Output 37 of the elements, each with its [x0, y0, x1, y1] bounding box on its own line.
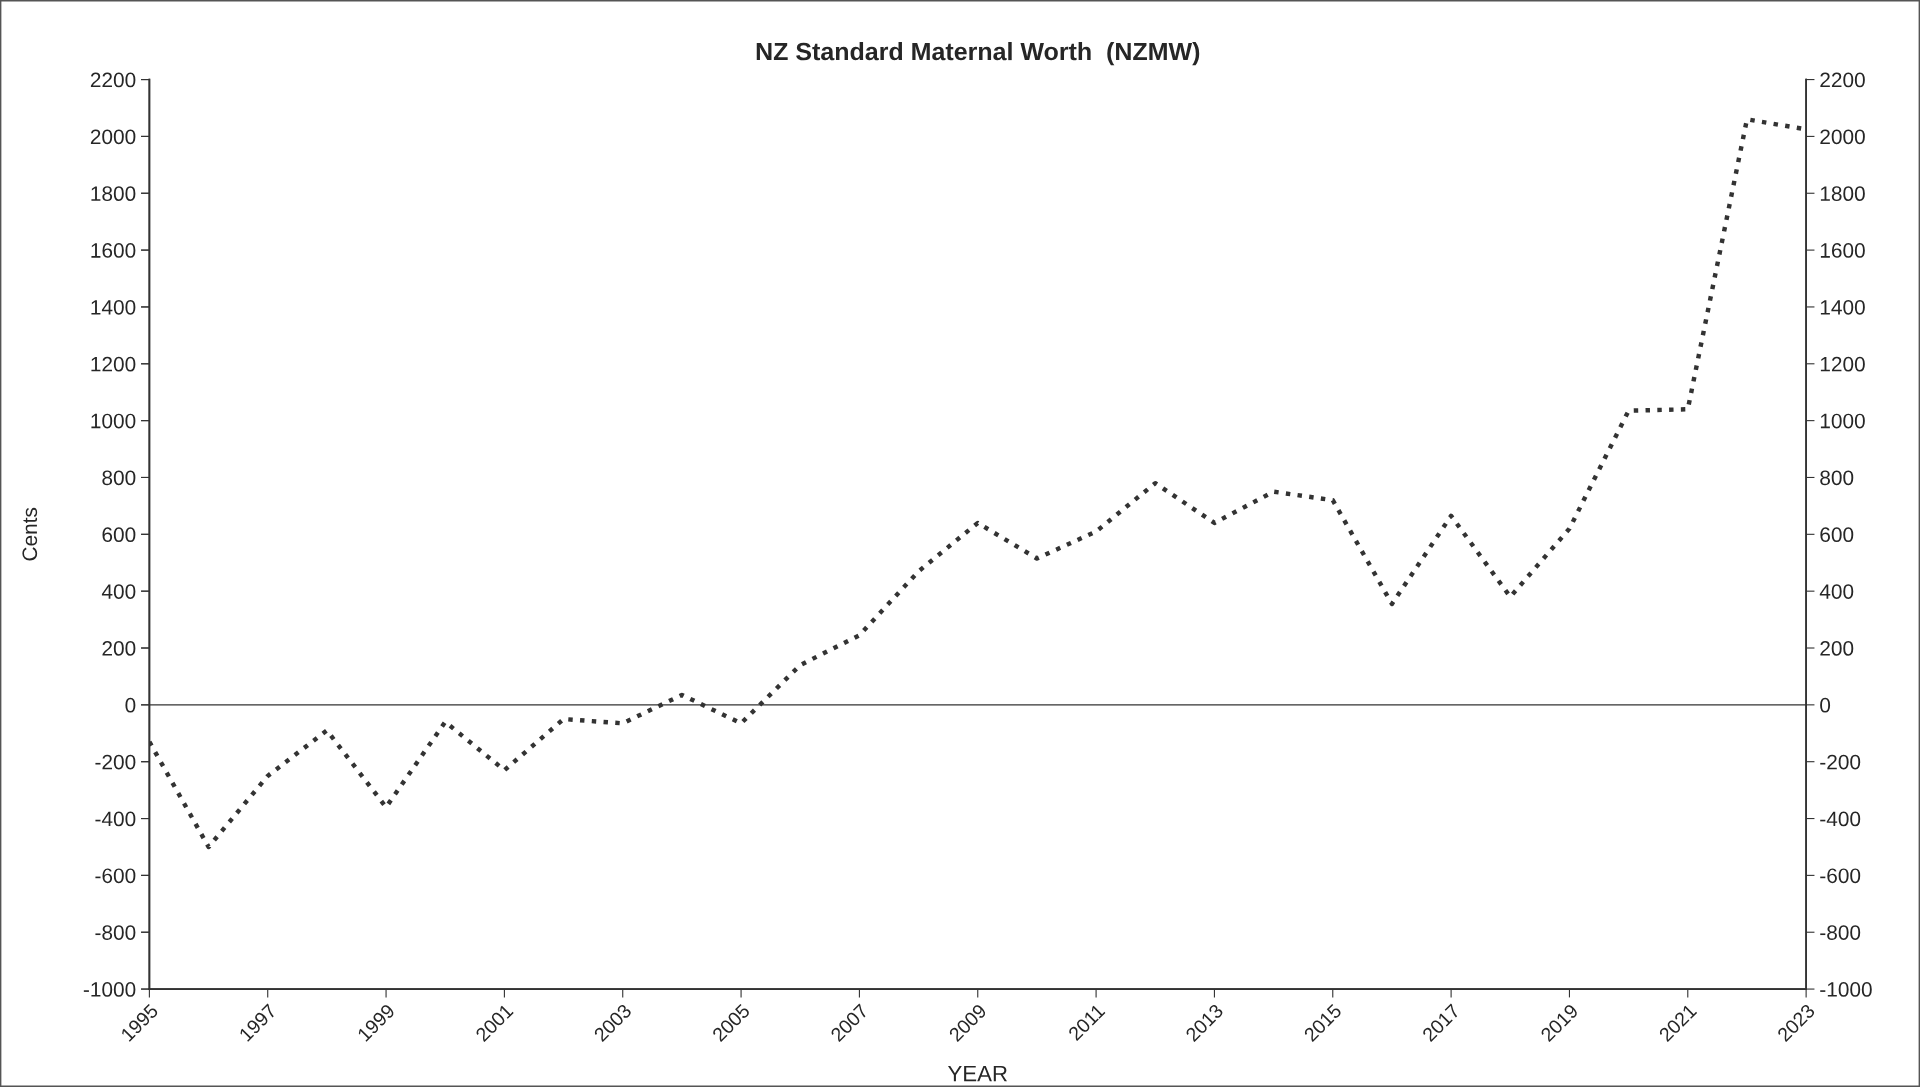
y-tick-label: 400 [101, 584, 136, 599]
y2-tick-label: -200 [1820, 754, 1861, 770]
x-axis-title: YEAR [947, 1065, 1007, 1082]
y2-tick-label: 1400 [1820, 299, 1865, 315]
y-tick-label: 1200 [91, 356, 136, 372]
y-tick-label: 2200 [90, 72, 136, 88]
y2-tick-label: -400 [1820, 811, 1861, 827]
y2-tick-label: 2200 [1820, 72, 1865, 88]
y-tick-label: 1800 [91, 186, 136, 202]
y2-tick-label: -600 [1820, 868, 1861, 884]
y-tick-label: 1000 [91, 413, 136, 429]
y2-tick-label: -800 [1820, 925, 1861, 940]
y-tick-label: 1400 [91, 299, 136, 315]
y2-tick-label: 1200 [1820, 356, 1865, 372]
y2-tick-label: 800 [1820, 470, 1854, 486]
y2-tick-label: 2000 [1820, 129, 1865, 145]
y2-tick-label: 400 [1819, 584, 1854, 599]
y-tick-label: 2000 [90, 129, 136, 145]
y-tick-label: 1600 [91, 243, 136, 258]
y-tick-label: -800 [95, 925, 136, 940]
y-tick-label: -200 [95, 754, 136, 770]
y2-tick-label: 1000 [1820, 413, 1865, 429]
y-tick-label: 200 [102, 641, 136, 656]
y2-tick-label: 600 [1820, 527, 1854, 543]
y2-tick-label: 1600 [1820, 243, 1865, 258]
y-tick-label: -1000 [83, 982, 136, 997]
y-tick-label: 0 [125, 697, 136, 713]
y-tick-label: -400 [95, 811, 136, 827]
y-tick-label: 600 [102, 527, 136, 543]
y2-tick-label: 200 [1820, 641, 1854, 656]
y-tick-label: 800 [102, 470, 136, 486]
y-axis-title: Cents [22, 507, 38, 561]
y2-tick-label: -1000 [1820, 982, 1872, 997]
y2-tick-label: 0 [1820, 697, 1831, 713]
y-tick-label: -600 [95, 868, 136, 884]
y2-tick-label: 1800 [1820, 186, 1865, 202]
chart-title: NZ Standard Maternal Worth (NZMW) [756, 42, 1200, 66]
